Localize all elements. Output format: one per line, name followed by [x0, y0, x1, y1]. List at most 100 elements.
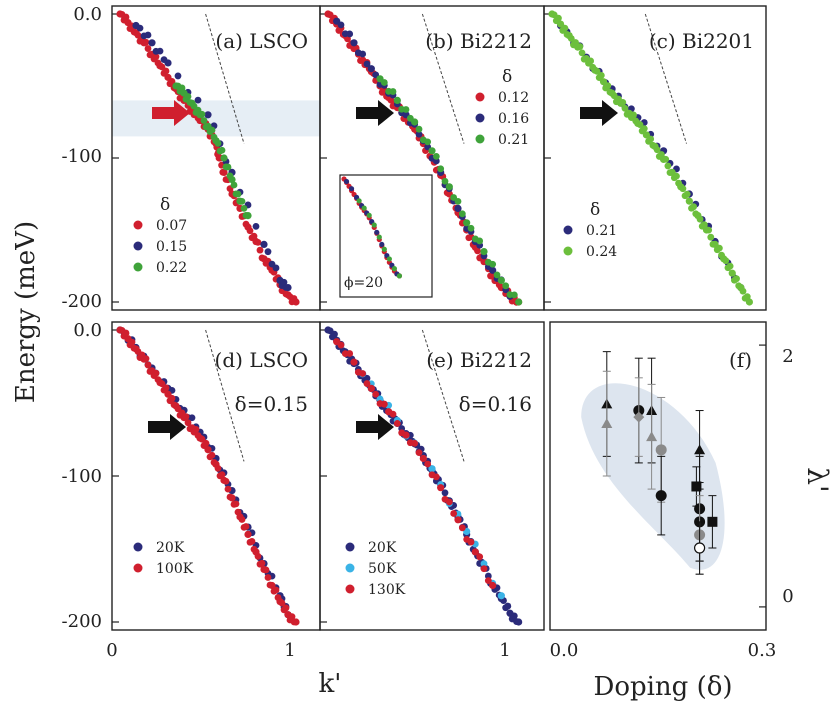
point-c-1-18-2 [707, 233, 715, 241]
point-a-1-3 [204, 111, 212, 119]
point-a-0-4-2 [152, 53, 160, 61]
lambda-point-3 [633, 411, 645, 423]
point-a-1-1-2 [156, 47, 164, 55]
legend-marker-a-0 [133, 220, 143, 230]
point-e-2-7-1 [458, 524, 466, 532]
point-d-1-6-2 [168, 394, 176, 402]
point-d-1-4-2 [152, 369, 160, 377]
kink-band-a [112, 100, 320, 137]
point-c-1-13-1 [662, 155, 670, 163]
point-c-1-18-1 [705, 226, 713, 234]
point-d-1-10-3 [202, 439, 210, 447]
kink-arrow-b [356, 100, 394, 126]
point-a-0-14 [220, 168, 228, 176]
point-a-1-5-1 [264, 248, 272, 256]
point-c-1-13-2 [664, 162, 672, 170]
point-a-0-3-1 [142, 38, 150, 46]
point-e-0-20-3 [504, 602, 512, 610]
legend-label-a-0: 0.07 [156, 218, 187, 234]
point-d-1-21-2 [288, 613, 296, 620]
point-c-1-20-3 [726, 262, 734, 270]
inset-point-1-1 [348, 186, 355, 192]
panel-title-a: (a) LSCO [215, 29, 308, 53]
point-c-1-15-1 [679, 185, 687, 193]
point-d-1-3-1 [142, 355, 150, 363]
point-e-2-1 [350, 358, 358, 366]
point-e-1-3-2 [480, 560, 488, 567]
point-a-1-6-2 [280, 278, 288, 286]
point-a-0-0-3 [122, 13, 130, 21]
point-d-1-16 [244, 530, 252, 539]
kink-arrow-d [148, 414, 186, 440]
point-a-0-17-1 [246, 227, 254, 235]
point-b-2-5-1 [467, 224, 475, 232]
point-c-1-0-3 [555, 14, 562, 22]
point-c-1-10-3 [640, 125, 648, 133]
point-c-1-3-2 [578, 49, 586, 57]
point-d-1-8-1 [182, 413, 190, 421]
point-c-1-5-1 [593, 67, 601, 75]
legend-label-b-0: 0.12 [498, 90, 529, 106]
point-e-1-0-2 [376, 395, 384, 403]
y-tick-top-200: -200 [62, 291, 102, 312]
point-c-1-22-1 [739, 287, 747, 295]
point-e-2-6-2 [445, 498, 453, 506]
point-b-2-6-2 [489, 260, 497, 268]
point-c-1-22-3 [743, 293, 751, 301]
point-d-1-15-3 [242, 523, 250, 530]
y-tick-top-100: -100 [62, 146, 102, 167]
point-e-0-13-2 [441, 489, 449, 497]
bare-band-line-d [205, 329, 245, 462]
point-e-2-1-2 [359, 370, 367, 377]
point-d-1-18-1 [262, 566, 270, 574]
point-d-1-8-2 [184, 419, 192, 427]
point-e-2-8-1 [476, 553, 484, 561]
point-b-1-9 [489, 266, 497, 274]
point-a-1-2 [164, 59, 172, 67]
inset-point-1-0 [343, 178, 350, 185]
point-a-2-5-3 [218, 146, 226, 154]
point-e-2-5-3 [432, 473, 440, 481]
point-a-2-6-2 [224, 163, 232, 171]
point-e-2-7 [454, 516, 462, 524]
point-d-1-11-2 [208, 451, 216, 459]
y-tick-bot-0: 0.0 [73, 320, 102, 341]
legend-title-b: δ [502, 67, 512, 87]
point-c-1-16 [685, 197, 693, 205]
legend-marker-b-2 [475, 134, 485, 144]
point-a-2-8-1 [238, 197, 246, 205]
point-e-0-4-2 [363, 374, 371, 382]
point-d-1-13-2 [224, 485, 232, 493]
point-b-2-2 [411, 118, 419, 126]
point-e-2-2-3 [380, 400, 388, 408]
legend-label-c-1: 0.24 [586, 244, 617, 260]
point-d-1-12-3 [218, 471, 226, 479]
inset-point-2-1 [361, 205, 367, 211]
point-c-1-3-1 [576, 43, 584, 50]
point-a-2-7-1 [230, 181, 238, 189]
panel-f: (f) [549, 321, 767, 631]
point-b-2-7-3 [510, 291, 518, 299]
point-d-1-11 [204, 446, 212, 454]
inset-point-1-7 [379, 241, 385, 248]
legend-marker-a-1 [133, 241, 143, 251]
point-b-2-3 [428, 147, 436, 155]
point-b-1-1-3 [363, 60, 371, 68]
point-e-2-8-2 [480, 565, 488, 573]
point-e-2-4-2 [411, 439, 419, 447]
inset-point-2-4 [376, 234, 382, 240]
point-e-1-2 [428, 465, 436, 473]
point-c-1-19-2 [715, 244, 723, 252]
point-a-2-9 [244, 212, 252, 220]
point-a-0-5-3 [162, 67, 170, 75]
point-c-1-21-2 [733, 275, 740, 283]
point-e-1-4 [497, 592, 505, 600]
point-b-2-2-3 [424, 138, 432, 146]
inset-point-2-8 [396, 273, 403, 279]
point-e-2-2 [367, 384, 375, 392]
x-tick-doping-03: 0.3 [748, 640, 777, 661]
point-d-1-16-2 [248, 538, 256, 545]
point-d-1-15-1 [238, 516, 246, 523]
legend-marker-b-1 [475, 113, 485, 123]
